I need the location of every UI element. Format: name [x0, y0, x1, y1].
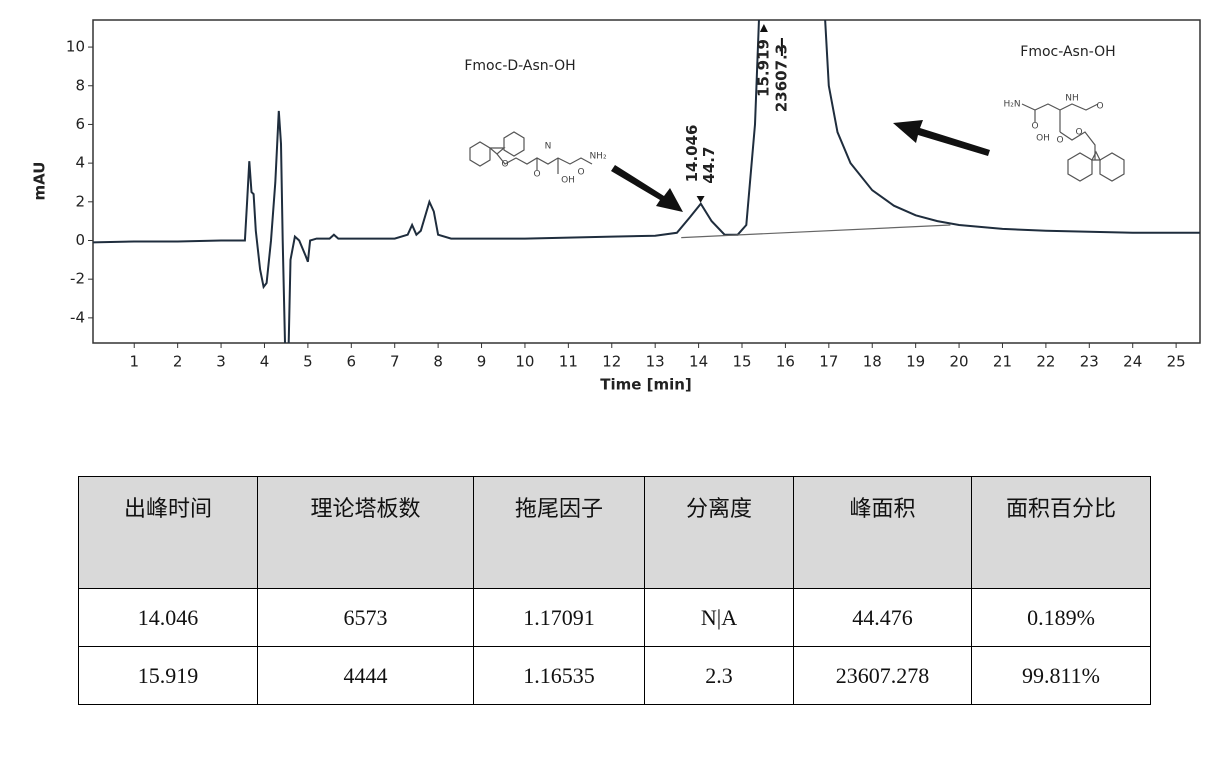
trace-group: [93, 20, 1200, 343]
x-tick-label: 12: [602, 353, 621, 371]
atom-label: O: [1096, 102, 1103, 112]
structure: [1021, 103, 1125, 182]
x-tick-label: 10: [515, 353, 534, 371]
peak-area-label: 44.7: [700, 147, 718, 184]
x-tick-label: 9: [477, 353, 487, 371]
y-tick-label: -4: [70, 308, 85, 326]
atom-label: OH: [1036, 134, 1050, 144]
atom-label: OH: [561, 176, 575, 186]
atom-label: N: [545, 142, 552, 152]
x-tick-label: 2: [173, 353, 183, 371]
cell: 2.3: [644, 646, 794, 705]
plot-frame: [92, 19, 1201, 344]
compound-label: Fmoc-D-Asn-OH: [464, 58, 575, 74]
x-tick-label: 15: [732, 353, 751, 371]
x-tick-label: 23: [1080, 353, 1099, 371]
cell: 44.476: [793, 588, 972, 647]
x-tick-label: 19: [906, 353, 925, 371]
atom-label: H₂N: [1003, 100, 1020, 110]
y-tick-label: 0: [75, 231, 85, 249]
cell: 23607.278: [793, 646, 972, 705]
x-tick-label: 11: [559, 353, 578, 371]
ticks: 1 2 3 4 5 6 7 8 9 10 11 12 13 14 15 16 17 18 19 20 21 22 23 24 2…: [66, 38, 1186, 371]
header-cell: 面积百分比: [971, 476, 1151, 589]
cell: 1.16535: [473, 646, 645, 705]
atom-label: O: [1031, 122, 1038, 132]
y-tick-label: 8: [75, 76, 85, 94]
header-row: 出峰时间 理论塔板数 拖尾因子 分离度 峰面积 面积百分比: [78, 476, 1151, 589]
header-cell: 出峰时间: [78, 476, 258, 589]
atom-label: O: [1056, 136, 1063, 146]
x-tick-label: 7: [390, 353, 400, 371]
structure: [469, 131, 593, 174]
header-cell: 拖尾因子: [473, 476, 645, 589]
x-tick-label: 5: [303, 353, 313, 371]
y-tick-label: 2: [75, 192, 85, 210]
y-tick-label: 4: [75, 154, 85, 172]
x-tick-label: 17: [819, 353, 838, 371]
cell: 99.811%: [971, 646, 1151, 705]
atom-label: O: [1075, 128, 1082, 138]
atom-label: O: [577, 168, 584, 178]
cell: 14.046: [78, 588, 258, 647]
peak-area-label: 23607.3: [772, 44, 790, 112]
arrow: [893, 120, 990, 156]
x-tick-label: 20: [950, 353, 969, 371]
peak-time-label: 15.919: [754, 39, 772, 97]
chart: 1 2 3 4 5 6 7 8 9 10 11 12 13 14 15 16 17 18 19 20 21 22 23 24 2…: [31, 19, 1201, 394]
row: 15.919 4444 1.16535 2.3 23607.278 99.811…: [78, 646, 1151, 705]
compound-label: Fmoc-Asn-OH: [1020, 44, 1115, 60]
x-tick-label: 8: [433, 353, 443, 371]
atom-label: O: [501, 160, 508, 170]
peak-marker: [759, 24, 768, 32]
x-tick-label: 3: [216, 353, 226, 371]
x-tick-label: 4: [260, 353, 270, 371]
x-tick-label: 18: [863, 353, 882, 371]
cell: 15.919: [78, 646, 258, 705]
cell: 4444: [257, 646, 474, 705]
peak-marker: [696, 196, 705, 203]
y-tick-label: 6: [75, 115, 85, 133]
header-cell: 理论塔板数: [257, 476, 474, 589]
y-axis-label: mAU: [31, 162, 49, 201]
cell: N|A: [644, 588, 794, 647]
result-table: 出峰时间 理论塔板数 拖尾因子 分离度 峰面积 面积百分比 14.046 657…: [78, 476, 1151, 705]
row: 14.046 6573 1.17091 N|A 44.476 0.189%: [78, 588, 1151, 647]
y-tick-label: 10: [66, 38, 85, 56]
x-tick-label: 24: [1123, 353, 1142, 371]
cell: 1.17091: [473, 588, 645, 647]
y-tick-label: -2: [70, 270, 85, 288]
x-axis-label: Time [min]: [600, 376, 692, 394]
header-cell: 分离度: [644, 476, 794, 589]
trace-line: [93, 20, 1200, 343]
atom-label: NH₂: [589, 152, 607, 162]
atom-label: NH: [1065, 94, 1079, 104]
x-tick-label: 21: [993, 353, 1012, 371]
x-tick-label: 14: [689, 353, 708, 371]
cell: 0.189%: [971, 588, 1151, 647]
x-tick-label: 1: [129, 353, 139, 371]
arrow: [611, 165, 683, 212]
x-tick-label: 25: [1167, 353, 1186, 371]
cell: 6573: [257, 588, 474, 647]
peak-time-label: 14.046: [683, 125, 701, 183]
integration-baseline: [681, 224, 951, 239]
x-tick-label: 22: [1036, 353, 1055, 371]
x-tick-label: 6: [347, 353, 357, 371]
header-cell: 峰面积: [793, 476, 972, 589]
atom-label: O: [533, 170, 540, 180]
x-tick-label: 16: [776, 353, 795, 371]
x-tick-label: 13: [646, 353, 665, 371]
